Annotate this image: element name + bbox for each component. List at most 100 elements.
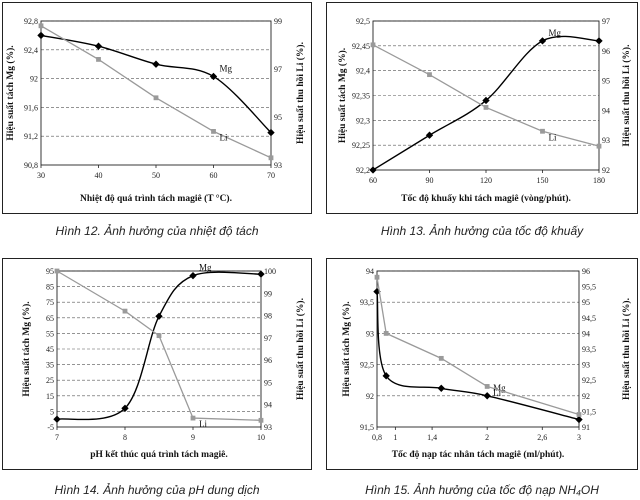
y-tick-label: 93,5 [360,298,374,307]
li-data-point [38,23,44,29]
li-data-point [190,415,196,421]
y2-tick-label: 95 [264,378,272,387]
x-tick-label: 2 [485,433,489,442]
y-tick-label: 25 [46,376,54,385]
y-tick-label: 65 [46,314,54,323]
y2-tick-label: 99 [274,17,282,26]
mg-data-point [209,72,218,81]
x-tick-label: 60 [210,171,218,180]
y-tick-label: 91,5 [360,423,374,432]
plot-frame [56,270,262,428]
li-data-point [153,95,159,101]
y2-tick-label: 98 [264,312,272,321]
li-series-label: Li [549,132,557,142]
y2-axis-label: Hiệu suất thu hồi Li (%). [621,298,632,400]
y2-tick-label: 94,5 [582,314,596,323]
li-series-label: Li [493,387,501,397]
x-tick-label: 30 [37,171,45,180]
y2-tick-label: 91 [582,423,590,432]
mg-series-line [376,291,580,421]
y2-tick-label: 99 [264,289,272,298]
y2-tick-label: 92 [582,392,590,401]
mg-data-point [121,404,129,412]
mg-data-point [152,60,160,68]
y-tick-label: 91,6 [24,103,38,112]
li-data-point [156,333,162,339]
y-tick-label: 15 [46,392,54,401]
x-tick-label: 8 [123,433,127,442]
y2-tick-label: 95 [582,298,590,307]
x-tick-label: 60 [369,176,377,185]
li-data-point [268,155,274,161]
x-tick-label: 1 [393,433,397,442]
mg-data-point [369,166,377,174]
li-data-point [596,143,602,149]
mg-series-line [56,271,262,421]
y-tick-label: 92,4 [356,67,370,76]
y2-tick-label: 100 [264,267,276,276]
li-series-label: Li [220,132,228,142]
li-series-label: Li [199,419,207,429]
x-tick-label: 7 [55,433,59,442]
li-data-point [374,274,380,280]
li-data-point [54,268,60,274]
x-axis-label: Nhiệt độ quá trình tách magiê (T °C). [80,193,232,204]
y-tick-label: 94 [366,267,374,276]
y-tick-label: 92,2 [356,166,370,175]
mg-data-point [482,96,490,105]
x-tick-label: 180 [593,176,605,185]
li-data-point [540,128,545,134]
mg-series-label: Mg [549,28,562,38]
li-data-point [576,412,582,417]
y-tick-label: 55 [46,329,54,338]
li-data-point [211,129,216,134]
y-tick-label: 92,25 [352,141,370,150]
x-axis-label: Tốc độ khuấy khi tách magiê (vòng/phút). [401,193,571,204]
chart-panel-3: -5 5 15 25 35 45 55 65 75 85 95 93 94 95 96 97 98 99 100 7 8… [2,258,312,470]
plot-frame [376,270,580,428]
y2-tick-label: 93 [582,361,590,370]
y2-tick-label: 96 [582,267,590,276]
x-axis-label: Tốc độ nạp tác nhân tách magiê (ml/phút)… [392,449,565,460]
y-tick-label: 92,5 [360,361,374,370]
mg-data-point [94,42,103,50]
y-tick-label: 5 [50,407,54,416]
li-series-line [40,25,272,159]
x-tick-label: 150 [537,176,549,185]
plot-frame [40,20,272,166]
li-data-point [438,355,444,361]
y-axis-label: Hiệu suất tách Mg (%). [341,301,352,396]
caption-2: Hình 13. Ảnh hưởng của tốc độ khuấy [380,224,584,238]
y-tick-label: -5 [47,423,54,432]
mg-data-point [37,31,45,40]
mg-data-point [257,270,265,278]
y-tick-label: 85 [46,283,54,292]
y2-tick-label: 94 [602,106,610,115]
chart-panel-2: 92,2 92,25 92,3 92,35 92,4 92,45 92,5 92 93 94 95 9… [326,2,638,214]
li-series-line [56,270,262,421]
y2-tick-label: 92 [602,166,610,175]
y2-tick-label: 97 [602,17,610,26]
mg-data-point [382,372,390,380]
y2-tick-label: 94 [582,329,590,338]
mg-series-label: Mg [493,383,506,393]
y-tick-label: 92 [366,392,374,401]
y-tick-label: 92,45 [352,42,370,51]
mg-series-label: Mg [220,63,233,73]
mg-data-point [437,384,445,392]
y-axis-label: Hiệu suất tách Mg (%). [21,301,32,396]
mg-data-point [189,272,197,280]
mg-data-point [53,415,61,423]
mg-data-point [483,392,491,400]
y-tick-label: 95 [46,267,54,276]
y2-axis-label: Hiệu suất thu hồi Li (%). [621,45,632,147]
y2-tick-label: 96 [264,356,272,365]
li-data-point [258,417,264,423]
y2-tick-label: 92,5 [582,376,596,385]
chart-4-svg: 91,5 92 92,5 93 93,5 94 91 91,5 92 92,5 93 93,5 94 94… [341,267,632,460]
li-data-point [383,331,389,336]
x-axis-label: pH kết thúc quá trình tách magiê. [90,449,228,460]
x-tick-label: 10 [257,433,265,442]
x-tick-label: 2,6 [537,433,547,442]
y2-tick-label: 94 [264,401,272,410]
